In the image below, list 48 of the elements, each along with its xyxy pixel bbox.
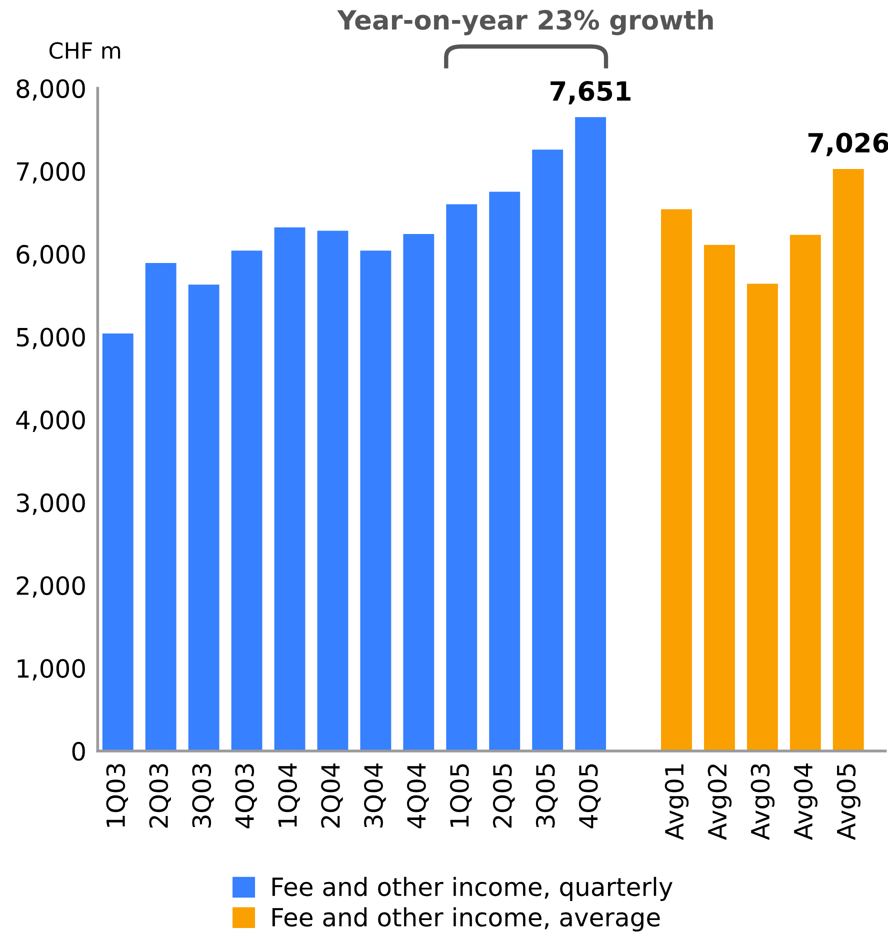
y-tick-label: 4,000 bbox=[16, 410, 85, 432]
bar bbox=[532, 150, 564, 751]
x-tick-label: 4Q03 bbox=[235, 764, 257, 828]
x-tick-label: 1Q05 bbox=[450, 764, 472, 827]
bar bbox=[231, 250, 262, 751]
y-tick-label: 8,000 bbox=[16, 79, 85, 101]
bar bbox=[832, 168, 864, 751]
x-tick-label: Avg01 bbox=[664, 764, 689, 840]
x-tick-label: 2Q04 bbox=[321, 763, 343, 828]
y-tick-label: 1,000 bbox=[18, 659, 85, 681]
x-tick-label: 2Q03 bbox=[149, 764, 171, 828]
x-tick-label: Avg03 bbox=[750, 764, 775, 840]
y-tick-label: 7,000 bbox=[17, 162, 85, 184]
y-tick-label: 3,000 bbox=[16, 493, 85, 515]
legend-label: Fee and other income, average bbox=[272, 907, 660, 932]
y-tick-label: 6,000 bbox=[16, 244, 85, 266]
y-tick-label: 0 bbox=[72, 742, 85, 761]
x-tick-label: Avg02 bbox=[708, 764, 732, 840]
bar bbox=[575, 117, 606, 751]
bar bbox=[790, 234, 821, 751]
x-tick-label: 4Q05 bbox=[578, 764, 601, 828]
bar bbox=[188, 284, 220, 751]
bar bbox=[102, 333, 134, 751]
bar bbox=[746, 284, 778, 751]
x-tick-label: 2Q05 bbox=[492, 764, 515, 828]
bar bbox=[274, 227, 306, 751]
text: Year-on-year 23% growth bbox=[337, 9, 713, 36]
bar bbox=[145, 263, 176, 751]
x-tick-label: 3Q05 bbox=[536, 764, 558, 828]
data-label: 7,651 bbox=[550, 81, 630, 104]
x-tick-label: 1Q04 bbox=[278, 763, 300, 827]
x-tick-label: 3Q03 bbox=[192, 764, 214, 828]
x-tick-label: 1Q03 bbox=[106, 764, 128, 827]
x-tick-label: 3Q04 bbox=[364, 763, 386, 828]
bar bbox=[360, 250, 392, 751]
bar bbox=[403, 234, 434, 751]
x-tick-label: Avg04 bbox=[794, 763, 818, 840]
y-tick-label: 5,000 bbox=[16, 328, 85, 350]
x-tick-label: 4Q04 bbox=[407, 763, 429, 828]
x-tick-label: Avg05 bbox=[836, 764, 860, 840]
bar bbox=[489, 192, 520, 751]
bar bbox=[446, 204, 478, 751]
y-tick-label: 2,000 bbox=[16, 576, 85, 598]
legend-label: Fee and other income, quarterly bbox=[272, 876, 672, 902]
bar bbox=[704, 244, 735, 751]
y-axis-title: CHF m bbox=[49, 42, 120, 59]
bar bbox=[317, 230, 348, 751]
bar bbox=[661, 209, 692, 751]
